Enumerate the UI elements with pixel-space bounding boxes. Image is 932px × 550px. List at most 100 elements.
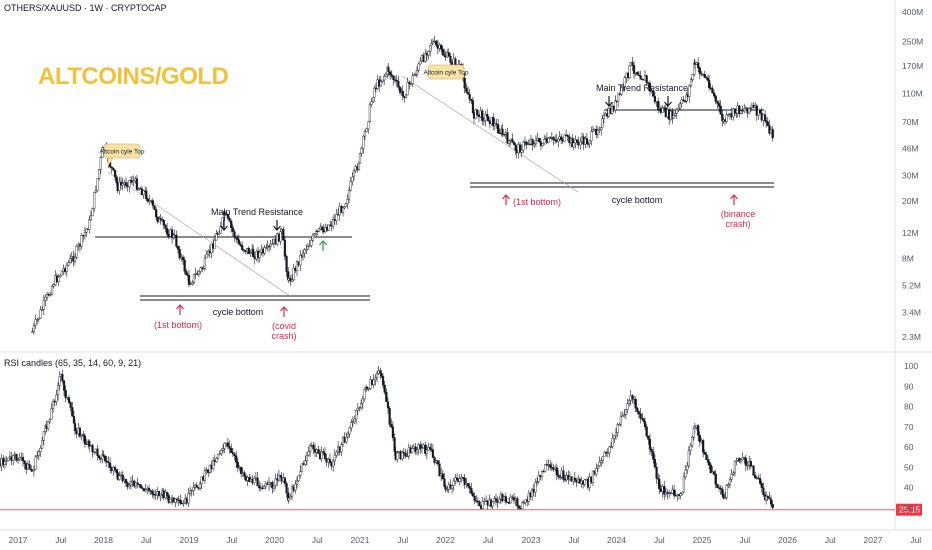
rsi-candle — [299, 471, 302, 476]
time-tick-label: Jul — [55, 535, 66, 545]
price-candle — [463, 78, 466, 89]
price-candle — [748, 108, 751, 114]
price-candle — [191, 282, 194, 285]
price-candle — [586, 143, 590, 145]
price-candle — [346, 198, 349, 205]
crash-arrow-head — [730, 194, 738, 200]
price-candle — [525, 141, 528, 145]
price-candle — [271, 243, 274, 245]
price-candle — [725, 114, 728, 122]
price-candle — [714, 95, 717, 102]
rsi-candle — [159, 493, 162, 496]
rsi-candle — [424, 444, 427, 454]
price-candle — [52, 284, 55, 287]
rsi-candle — [549, 464, 552, 468]
rsi-candle — [535, 481, 539, 483]
rsi-candle — [402, 452, 405, 454]
rsi-candle — [752, 465, 755, 476]
rsi-candle — [231, 452, 234, 455]
rsi-candle — [48, 419, 51, 422]
rsi-candle — [283, 477, 287, 484]
price-candle — [192, 274, 196, 283]
rsi-candle — [67, 397, 71, 403]
binance-crash-label: (binance — [721, 209, 756, 219]
price-candle — [431, 41, 434, 44]
rsi-candle — [189, 490, 192, 494]
price-tick-label: 30M — [902, 170, 919, 180]
price-candle — [128, 180, 131, 187]
price-candle — [541, 143, 544, 146]
rsi-candle — [179, 499, 182, 504]
price-candle — [648, 83, 652, 92]
price-candle — [183, 259, 186, 272]
rsi-candle — [295, 480, 299, 485]
price-candle — [738, 105, 741, 114]
price-candle — [514, 144, 517, 151]
time-tick-label: Jul — [483, 535, 494, 545]
price-candle — [520, 149, 523, 153]
rsi-candle — [415, 449, 419, 453]
cycle-top-bubble-text: Altcoin cyle Top — [99, 149, 144, 156]
rsi-candle — [322, 451, 325, 454]
rsi-candle — [105, 460, 108, 463]
rsi-candle — [692, 428, 695, 438]
rsi-candle — [218, 453, 221, 455]
rsi-candle — [613, 435, 616, 439]
price-candle — [503, 134, 506, 136]
price-candle — [711, 88, 714, 94]
price-candle — [94, 190, 97, 193]
rsi-candle — [379, 370, 382, 374]
rsi-candle — [759, 478, 762, 484]
rsi-candle — [697, 425, 700, 436]
price-candle — [632, 65, 636, 74]
rsi-candle — [96, 448, 99, 456]
time-tick-label: 2020 — [265, 535, 284, 545]
rsi-candle — [601, 455, 604, 461]
rsi-series: 29.15 — [0, 366, 922, 516]
rsi-value-label: 29.15 — [899, 505, 921, 515]
price-candle — [299, 254, 302, 266]
price-candle — [465, 87, 468, 93]
price-candle — [373, 87, 376, 98]
price-candle — [628, 65, 631, 78]
rsi-candle — [169, 498, 172, 503]
price-candle — [292, 267, 295, 280]
price-candle — [657, 101, 660, 110]
rsi-candle — [555, 467, 558, 476]
rsi-candle — [684, 469, 687, 478]
price-tick-label: 20M — [902, 196, 919, 206]
price-candle — [80, 235, 83, 247]
rsi-candle — [741, 457, 744, 461]
price-candle — [313, 233, 316, 236]
price-candle — [682, 99, 685, 102]
price-candle — [372, 97, 375, 103]
rsi-candle — [645, 426, 648, 437]
rsi-candle — [702, 440, 705, 453]
rsi-candle — [367, 388, 370, 390]
price-candle — [677, 108, 680, 110]
price-candle — [557, 138, 560, 142]
price-candle — [390, 74, 393, 77]
rsi-candle — [287, 498, 290, 501]
rsi-candle — [527, 492, 530, 502]
rsi-candle — [595, 467, 598, 475]
price-candle — [142, 190, 145, 195]
rsi-candle — [258, 485, 261, 489]
rsi-candle — [348, 427, 351, 435]
rsi-candle — [760, 483, 763, 488]
rsi-candle — [192, 487, 195, 491]
price-candle — [228, 217, 231, 222]
price-candle — [335, 214, 338, 221]
price-candle — [65, 264, 68, 273]
symbol-title: OTHERS/XAUUSD · 1W · CRYPTOCAP — [4, 3, 167, 13]
rsi-candle — [631, 395, 634, 400]
price-tick-label: 46M — [902, 143, 919, 153]
cycle-top-bubble-text: Altcoin cyle Top — [423, 70, 468, 77]
rsi-candle — [444, 486, 447, 490]
price-candle — [435, 40, 438, 46]
rsi-candle — [215, 458, 218, 462]
price-candle — [622, 86, 625, 89]
rsi-candle — [714, 474, 717, 485]
rsi-candle — [429, 447, 432, 450]
